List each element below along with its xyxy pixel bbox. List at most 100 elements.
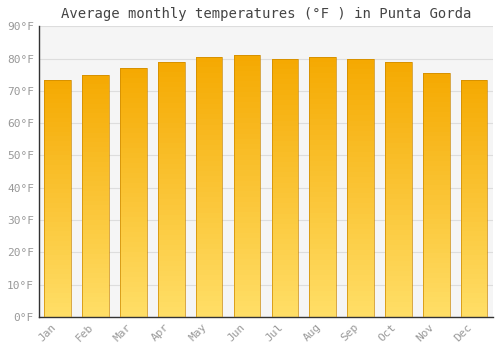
Bar — [158, 103, 184, 108]
Bar — [272, 131, 298, 136]
Bar — [120, 227, 146, 232]
Bar — [82, 254, 109, 259]
Bar — [310, 114, 336, 119]
Bar — [82, 75, 109, 317]
Bar — [461, 194, 487, 198]
Bar — [196, 145, 222, 150]
Bar — [348, 239, 374, 245]
Bar — [385, 77, 411, 82]
Bar — [158, 154, 184, 159]
Bar — [196, 301, 222, 306]
Bar — [272, 260, 298, 265]
Bar — [44, 79, 71, 317]
Bar — [158, 296, 184, 301]
Bar — [348, 90, 374, 95]
Bar — [461, 127, 487, 132]
Bar — [310, 93, 336, 98]
Bar — [82, 302, 109, 307]
Bar — [348, 172, 374, 177]
Bar — [348, 281, 374, 286]
Bar — [423, 200, 450, 205]
Bar — [82, 118, 109, 123]
Bar — [272, 193, 298, 198]
Bar — [44, 250, 71, 255]
Bar — [348, 116, 374, 120]
Bar — [82, 293, 109, 297]
Bar — [44, 184, 71, 189]
Bar — [385, 123, 411, 128]
Bar — [120, 143, 146, 148]
Bar — [272, 58, 298, 317]
Bar — [272, 229, 298, 234]
Bar — [310, 88, 336, 93]
Bar — [385, 184, 411, 189]
Bar — [120, 188, 146, 193]
Bar — [348, 193, 374, 198]
Bar — [196, 280, 222, 286]
Bar — [385, 82, 411, 87]
Bar — [385, 98, 411, 103]
Bar — [385, 312, 411, 317]
Bar — [423, 88, 450, 93]
Bar — [234, 296, 260, 301]
Bar — [272, 286, 298, 291]
Bar — [272, 116, 298, 120]
Bar — [348, 275, 374, 281]
Bar — [196, 67, 222, 72]
Bar — [348, 203, 374, 208]
Bar — [196, 260, 222, 265]
Bar — [44, 208, 71, 212]
Bar — [348, 234, 374, 239]
Bar — [120, 68, 146, 317]
Bar — [234, 186, 260, 191]
Bar — [82, 264, 109, 268]
Bar — [44, 79, 71, 84]
Bar — [196, 229, 222, 234]
Bar — [348, 188, 374, 193]
Bar — [234, 197, 260, 202]
Bar — [120, 98, 146, 103]
Bar — [44, 227, 71, 231]
Bar — [385, 291, 411, 296]
Bar — [423, 107, 450, 112]
Bar — [158, 128, 184, 133]
Bar — [234, 160, 260, 165]
Bar — [82, 172, 109, 176]
Bar — [234, 55, 260, 61]
Bar — [461, 89, 487, 94]
Bar — [120, 118, 146, 123]
Bar — [385, 194, 411, 200]
Bar — [272, 177, 298, 182]
Bar — [348, 265, 374, 270]
Bar — [44, 217, 71, 222]
Bar — [82, 89, 109, 94]
Bar — [423, 210, 450, 215]
Bar — [158, 271, 184, 276]
Bar — [196, 249, 222, 254]
Bar — [461, 279, 487, 284]
Bar — [82, 268, 109, 273]
Bar — [234, 123, 260, 128]
Bar — [310, 156, 336, 161]
Bar — [461, 118, 487, 122]
Bar — [310, 150, 336, 156]
Bar — [310, 83, 336, 88]
Bar — [423, 136, 450, 141]
Bar — [423, 190, 450, 195]
Bar — [158, 72, 184, 77]
Bar — [423, 258, 450, 263]
Bar — [423, 83, 450, 88]
Bar — [461, 293, 487, 298]
Bar — [44, 155, 71, 160]
Bar — [234, 61, 260, 66]
Bar — [461, 217, 487, 222]
Bar — [196, 57, 222, 317]
Bar — [158, 225, 184, 230]
Bar — [272, 255, 298, 260]
Bar — [385, 199, 411, 205]
Bar — [461, 284, 487, 288]
Bar — [461, 84, 487, 89]
Bar — [348, 198, 374, 203]
Bar — [158, 194, 184, 200]
Bar — [120, 272, 146, 277]
